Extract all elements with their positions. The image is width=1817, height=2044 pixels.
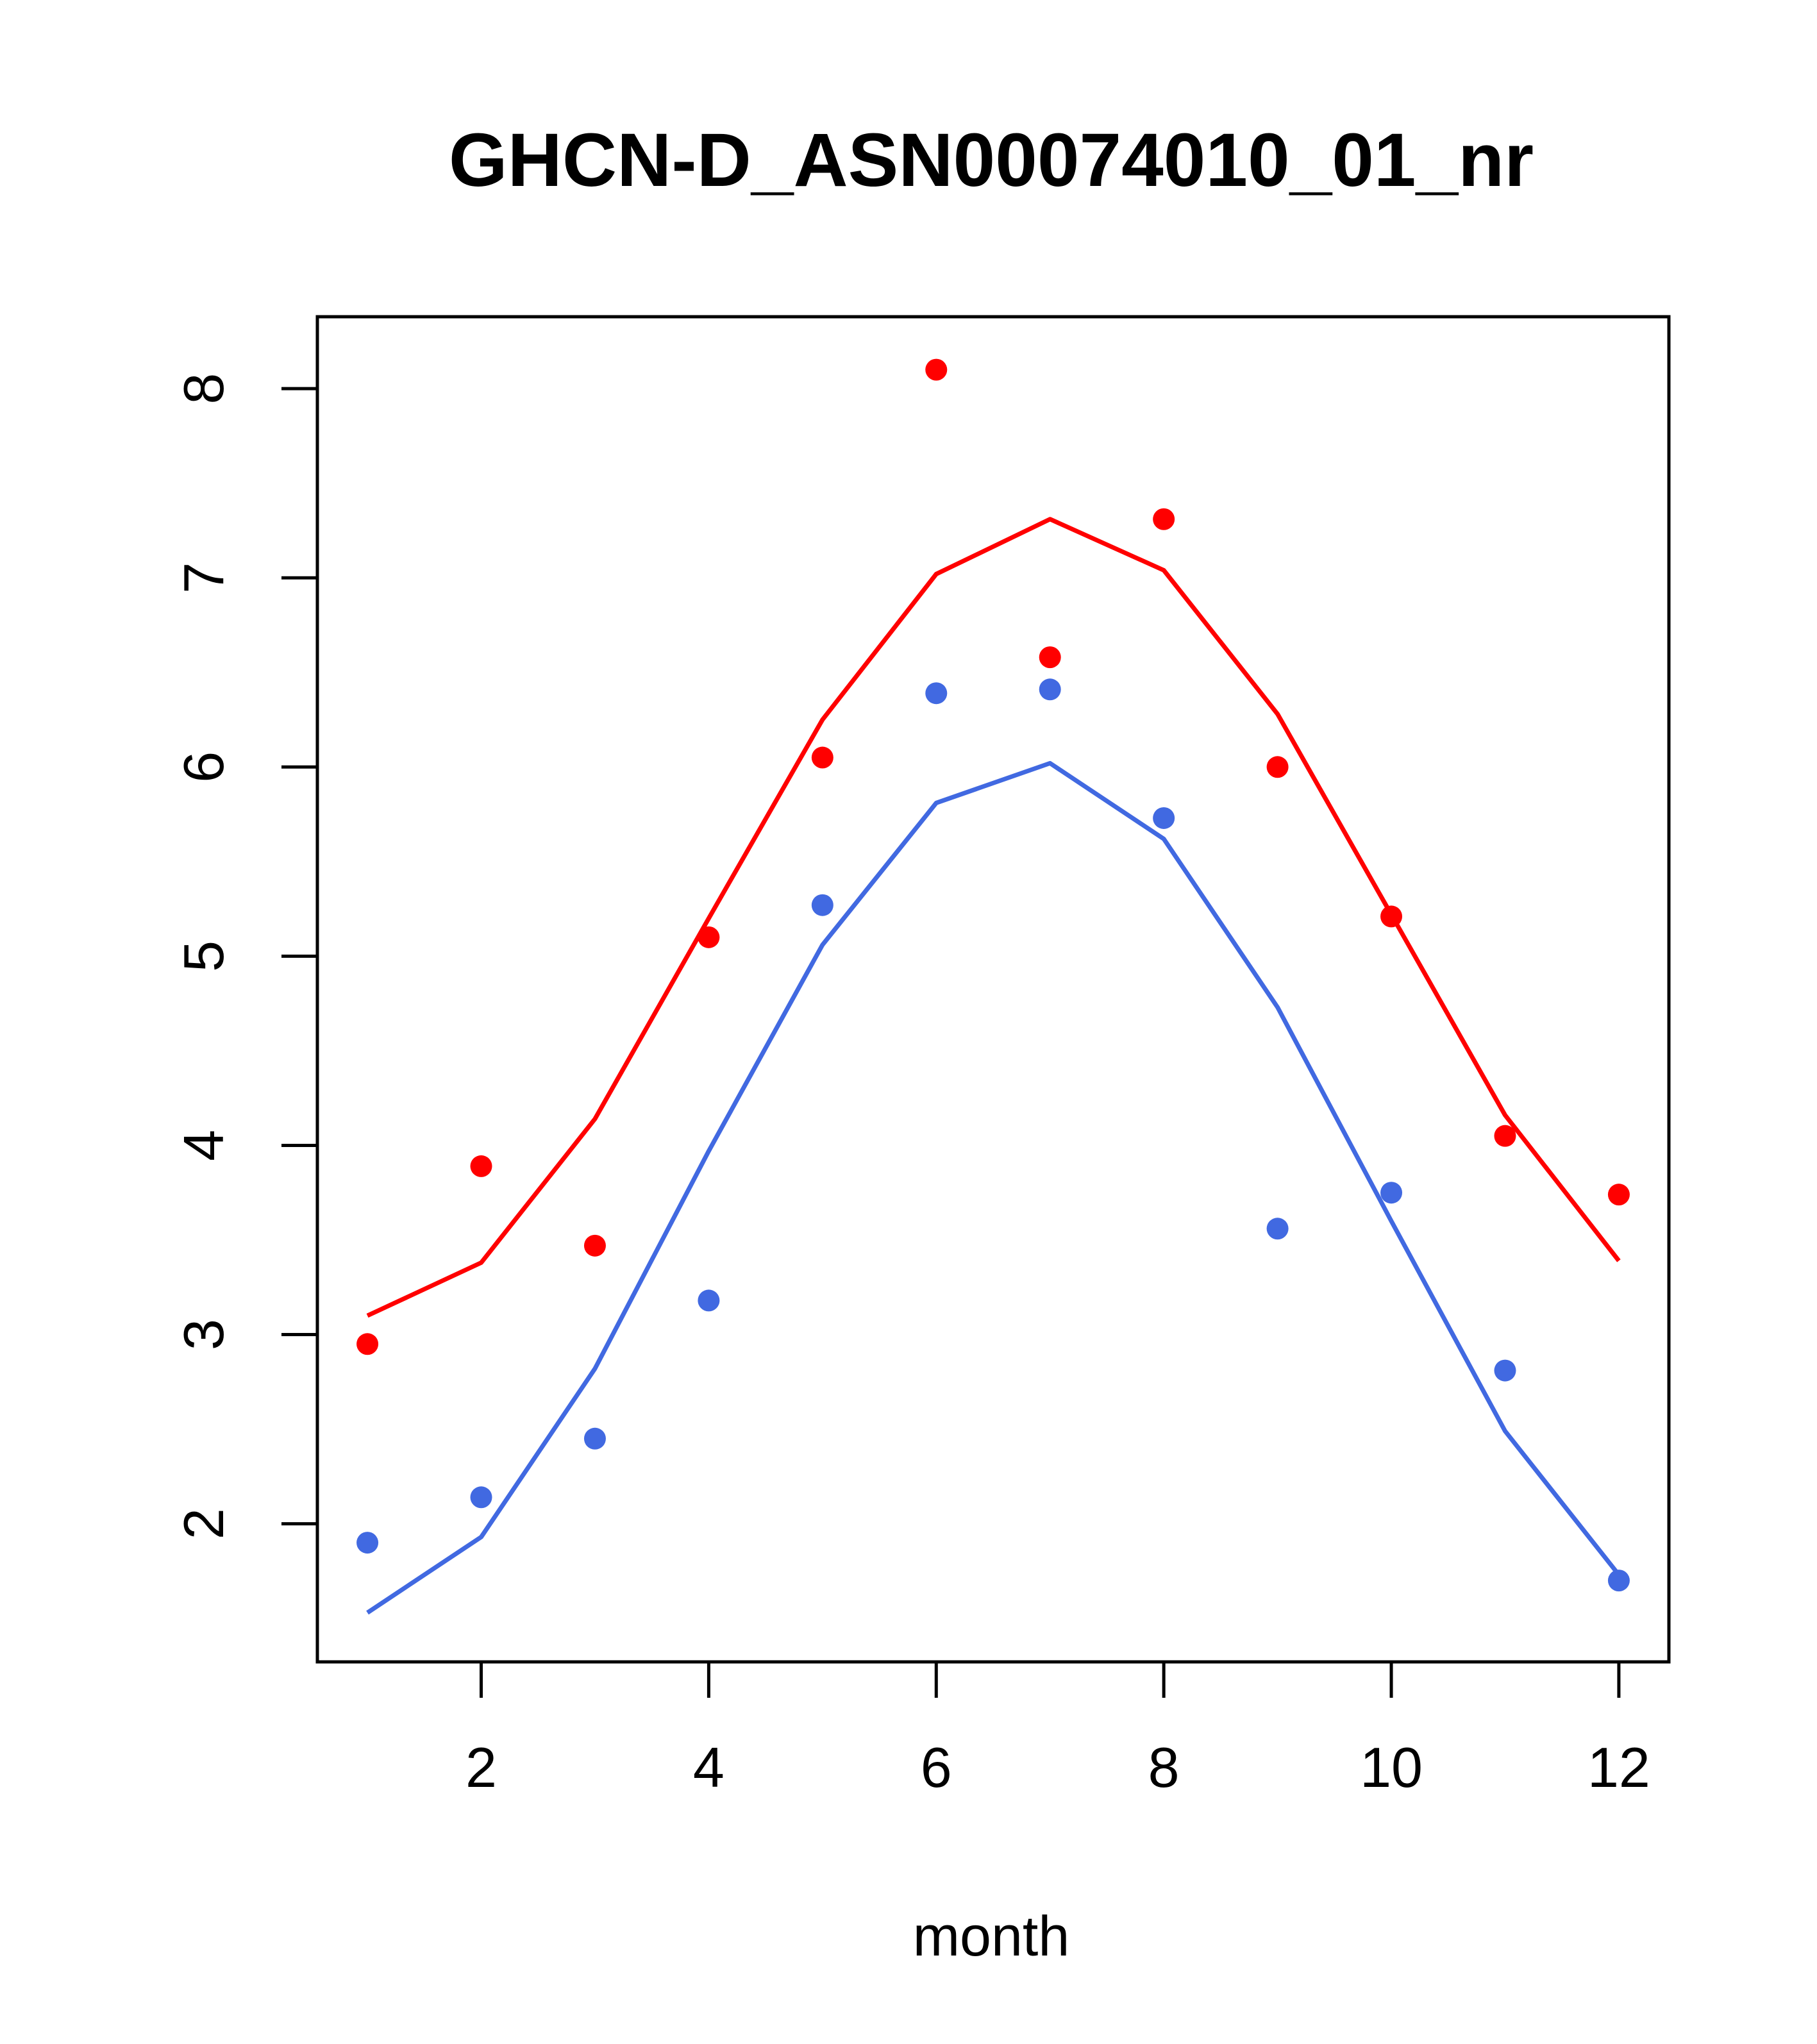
data-point-s2-6 (925, 682, 948, 705)
y-tick-label-4: 4 (172, 1130, 235, 1161)
x-tick-label-12: 12 (1587, 1736, 1650, 1799)
y-axis: 2 3 4 5 6 7 8 (172, 373, 317, 1539)
y-tick-label-8: 8 (172, 373, 235, 405)
chart-title: GHCN-D_ASN00074010_01_nr (449, 118, 1534, 203)
series-line-1 (366, 517, 1621, 1318)
data-point-s0-1 (356, 1333, 379, 1355)
data-point-s0-2 (470, 1155, 492, 1177)
data-point-s0-11 (1494, 1125, 1516, 1147)
series-line-3 (366, 760, 1621, 1615)
data-point-s0-6 (925, 358, 948, 381)
data-point-s0-7 (1039, 646, 1061, 669)
x-tick-label-8: 8 (1148, 1736, 1180, 1799)
data-point-s2-1 (356, 1532, 379, 1554)
x-tick-label-4: 4 (693, 1736, 724, 1799)
data-point-s2-11 (1494, 1359, 1516, 1382)
x-tick-label-2: 2 (465, 1736, 497, 1799)
data-point-s2-7 (1039, 678, 1061, 701)
series-layer (356, 358, 1630, 1615)
y-tick-label-2: 2 (172, 1508, 235, 1539)
data-point-s2-2 (470, 1486, 492, 1509)
data-point-s2-12 (1607, 1570, 1630, 1592)
data-point-s2-9 (1266, 1218, 1289, 1240)
data-point-s0-8 (1153, 508, 1175, 530)
x-axis-label: month (913, 1904, 1070, 1968)
data-point-s2-5 (811, 894, 833, 916)
data-point-s2-4 (698, 1289, 720, 1312)
data-point-s2-8 (1153, 807, 1175, 829)
y-tick-label-6: 6 (172, 751, 235, 783)
data-point-s0-3 (583, 1234, 606, 1257)
plot-frame (315, 315, 1671, 1664)
data-point-s2-10 (1380, 1182, 1403, 1204)
data-point-s0-9 (1266, 756, 1289, 778)
data-point-s0-12 (1607, 1184, 1630, 1206)
data-point-s2-3 (583, 1427, 606, 1450)
y-tick-label-3: 3 (172, 1319, 235, 1350)
x-axis: 2 4 6 8 10 12 (465, 1662, 1650, 1799)
x-tick-label-6: 6 (921, 1736, 952, 1799)
data-point-s0-5 (811, 746, 833, 769)
y-tick-label-7: 7 (172, 562, 235, 594)
x-tick-label-10: 10 (1360, 1736, 1423, 1799)
y-tick-label-5: 5 (172, 941, 235, 972)
